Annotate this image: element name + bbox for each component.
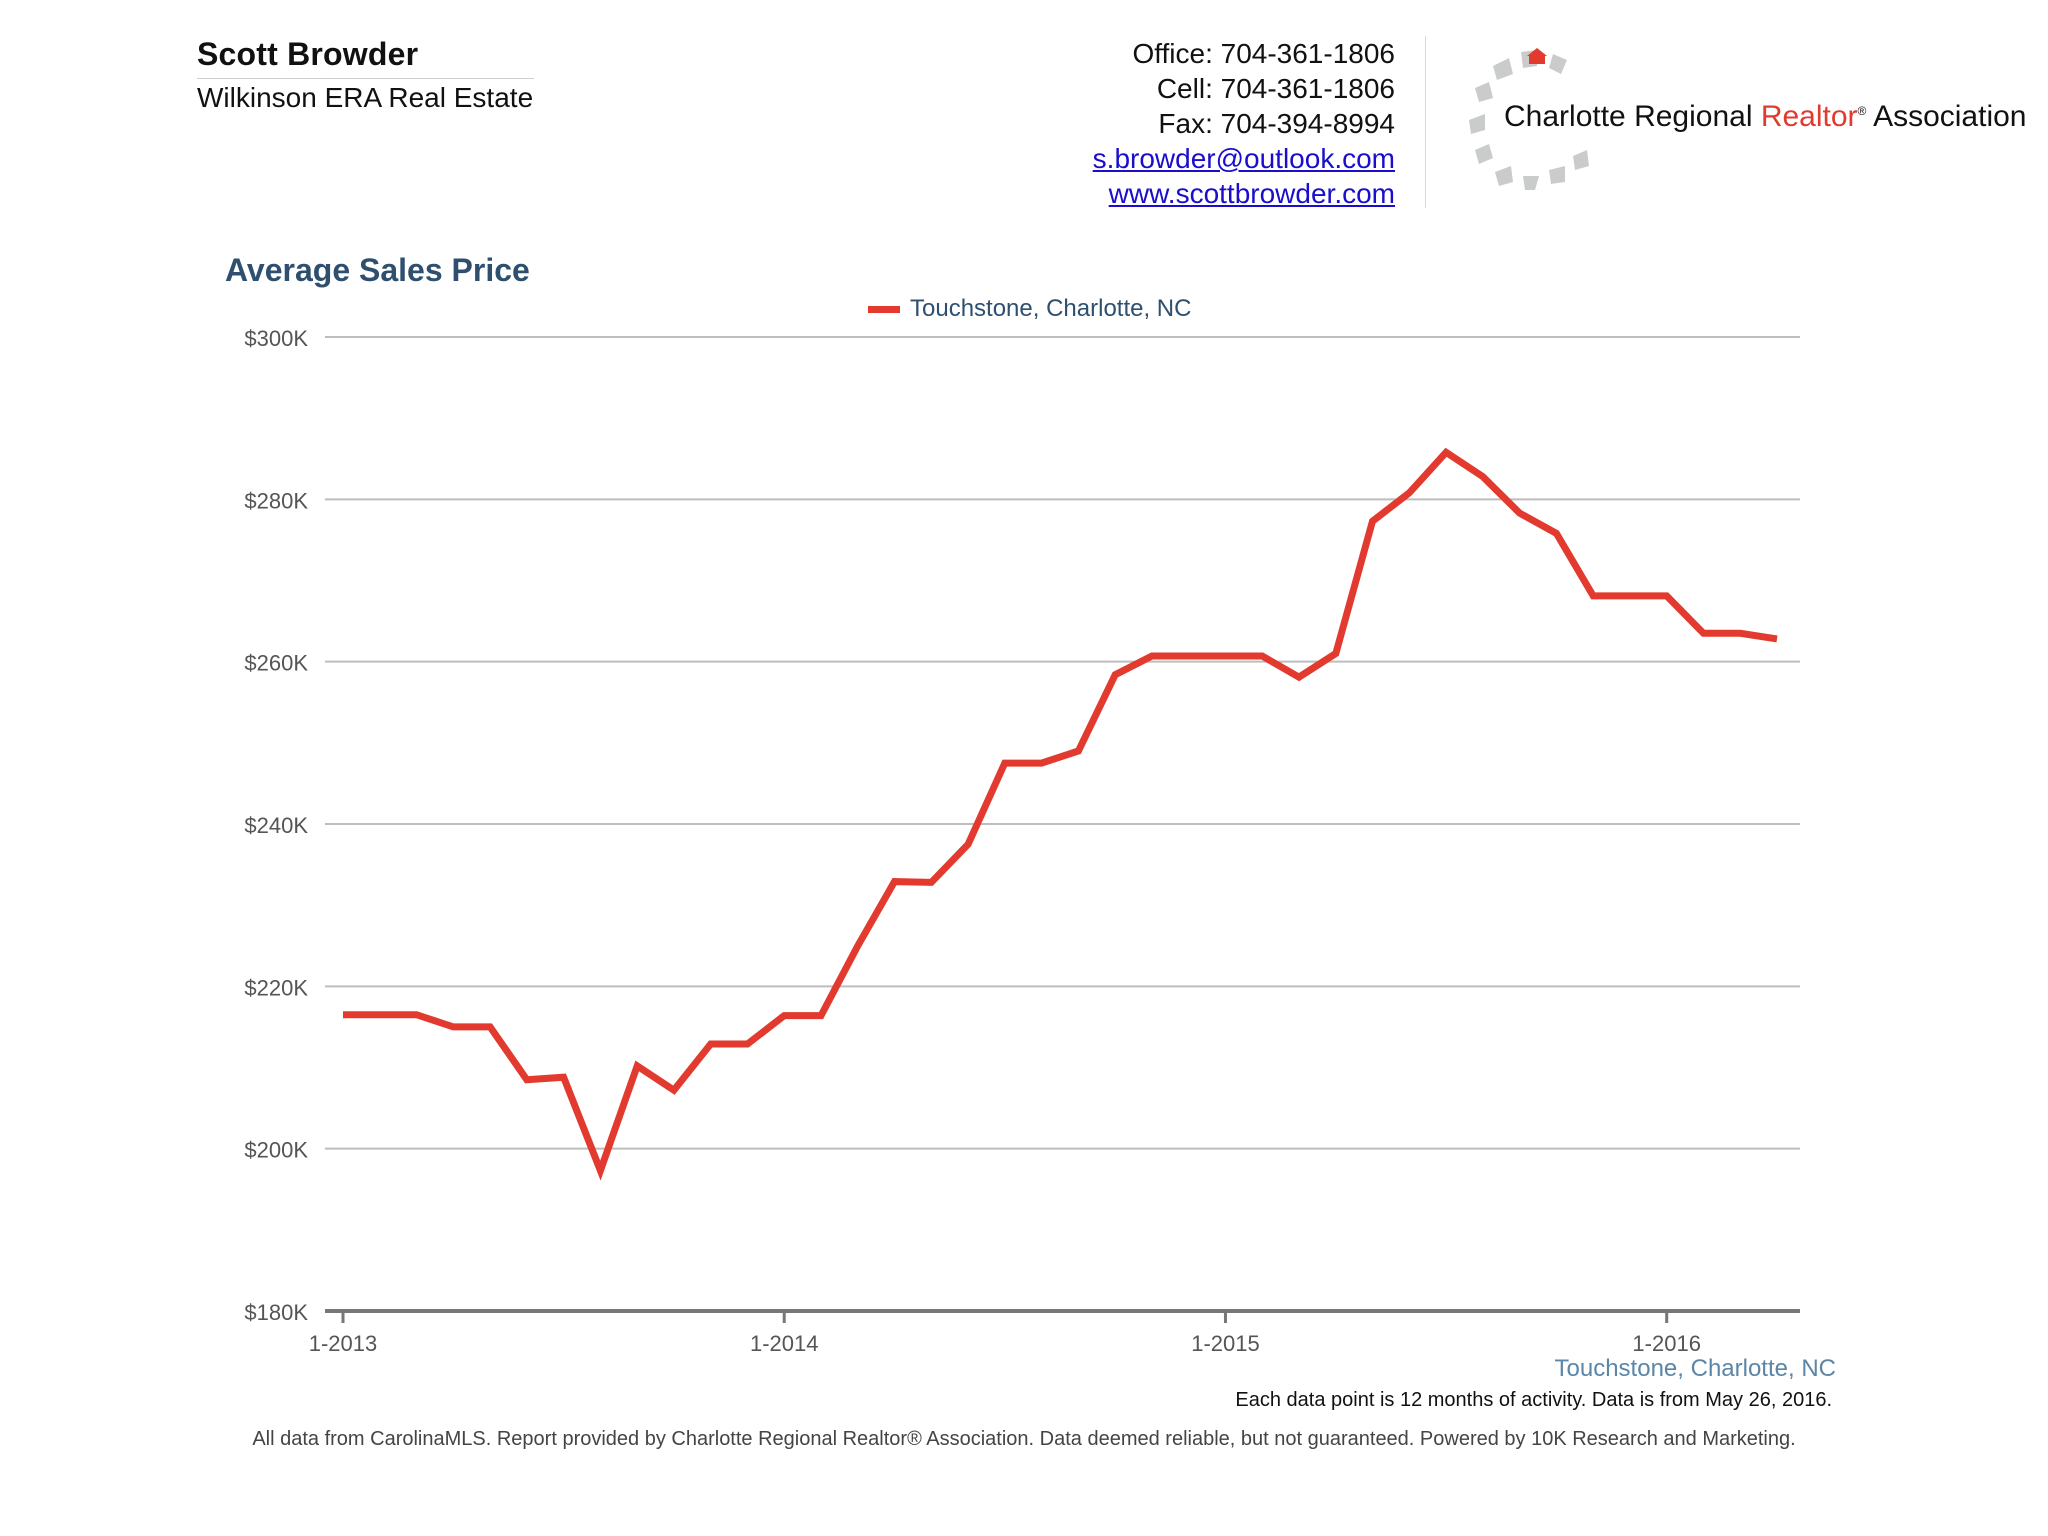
footer-disclaimer: All data from CarolinaMLS. Report provid… [252,1428,1796,1450]
data-note: Each data point is 12 months of activity… [1235,1389,1832,1411]
x-tick-label: 1-2015 [1191,1331,1260,1356]
x-tick-label: 1-2016 [1632,1331,1701,1356]
email-link[interactable]: s.browder@outlook.com [1092,143,1395,174]
x-axis-caption: Touchstone, Charlotte, NC [1554,1355,1836,1382]
y-tick-label: $240K [244,813,308,838]
association-name: Charlotte Regional Realtor® Association [1504,100,2027,133]
website-link[interactable]: www.scottbrowder.com [1108,178,1395,209]
y-tick-label: $180K [244,1300,308,1325]
agent-divider [197,78,534,79]
contact-block: Office: 704-361-1806 Cell: 704-361-1806 … [1093,36,1395,211]
office-phone: Office: 704-361-1806 [1132,38,1395,69]
house-icon [1527,48,1547,64]
x-tick-label: 1-2013 [309,1331,378,1356]
fax-number: Fax: 704-394-8994 [1158,108,1395,139]
x-tick-label: 1-2014 [750,1331,819,1356]
y-tick-label: $260K [244,651,308,676]
legend-swatch [868,305,900,313]
cell-phone: Cell: 704-361-1806 [1156,73,1395,104]
agent-company: Wilkinson ERA Real Estate [197,82,534,113]
y-tick-label: $220K [244,975,308,1000]
y-tick-label: $200K [244,1138,308,1163]
y-tick-label: $300K [244,326,308,351]
series-line [343,447,1778,1181]
header-divider [1425,36,1426,208]
legend-label: Touchstone, Charlotte, NC [910,295,1192,322]
y-tick-label: $280K [244,488,308,513]
chart-title: Average Sales Price [225,252,530,288]
chart-legend: Touchstone, Charlotte, NC [868,295,1191,323]
association-logo-icon [1469,48,1589,190]
agent-name: Scott Browder [197,36,419,72]
